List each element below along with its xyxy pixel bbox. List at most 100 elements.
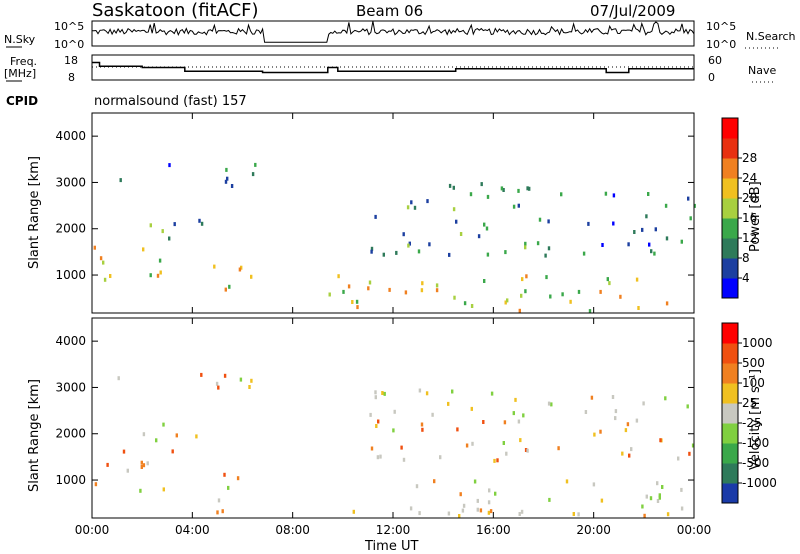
echo-cell — [409, 506, 413, 511]
echo-cell — [641, 227, 644, 232]
echo-cell — [680, 487, 683, 492]
echo-cell — [504, 300, 507, 305]
echo-cell — [408, 241, 411, 246]
echo-cell — [512, 204, 516, 209]
echo-cell — [173, 222, 176, 227]
colorbar-tick-label: 4 — [742, 271, 750, 285]
echo-cell — [251, 172, 255, 177]
echo-cell — [664, 203, 668, 208]
echo-cell — [200, 221, 204, 226]
echo-cell — [606, 277, 609, 282]
echo-cell — [686, 404, 689, 409]
echo-cell — [666, 512, 670, 517]
echo-cell — [236, 476, 240, 481]
echo-cell — [641, 504, 644, 509]
echo-cell — [447, 511, 451, 516]
echo-cell — [407, 243, 410, 248]
freq-tick-bottom: 8 — [68, 71, 75, 84]
echo-cell — [680, 239, 683, 244]
echo-cell — [520, 509, 524, 514]
colorbar-segment — [722, 363, 738, 384]
x-tick-label: 20:00 — [576, 523, 611, 537]
echo-cell — [139, 488, 142, 493]
echo-cell — [462, 503, 466, 508]
echo-cell — [647, 192, 650, 196]
echo-cell — [549, 294, 552, 299]
echo-cell — [159, 270, 162, 275]
echo-cell — [376, 455, 380, 460]
echo-cell — [140, 465, 143, 469]
echo-cell — [221, 509, 224, 514]
echo-cell — [637, 306, 640, 310]
echo-cell — [426, 199, 429, 204]
echo-cell — [658, 495, 661, 500]
colorbar-tick-label: -500 — [742, 456, 769, 470]
freq-line — [92, 61, 694, 74]
echo-cell — [250, 274, 253, 279]
colorbar-segment — [722, 238, 738, 259]
colorbar-tick-label: -100 — [742, 436, 769, 450]
echo-cell — [480, 182, 483, 187]
echo-cell — [377, 419, 380, 424]
colorbar-segment — [722, 138, 738, 159]
x-tick-label: 00:00 — [75, 523, 110, 537]
echo-cell — [142, 247, 145, 252]
echo-cell — [599, 289, 602, 294]
echo-cell — [374, 395, 377, 400]
echo-cell — [624, 428, 628, 433]
echo-cell — [550, 402, 553, 407]
echo-cell — [195, 434, 198, 439]
echo-cell — [337, 274, 340, 279]
echo-cell — [612, 221, 615, 226]
colorbar-segment — [722, 258, 738, 279]
echo-cell — [483, 222, 486, 227]
echo-cell — [383, 391, 386, 396]
echo-cell — [485, 226, 489, 231]
echo-cell — [99, 256, 103, 261]
echo-cell — [577, 512, 580, 517]
echo-cell — [171, 449, 174, 454]
echo-cell — [493, 458, 496, 463]
echo-cell — [140, 460, 143, 465]
echo-cell — [126, 468, 129, 473]
echo-cell — [448, 252, 451, 257]
echo-cell — [106, 462, 109, 467]
echo-cell — [645, 494, 648, 499]
echo-cell — [645, 214, 648, 219]
y-tick-label: 1000 — [55, 473, 86, 487]
colorbar-tick-label: 100 — [742, 376, 765, 390]
echo-cell — [455, 219, 458, 224]
echo-cell — [608, 281, 611, 286]
freq-unit-label: [MHz] — [4, 67, 37, 80]
echo-cell — [611, 395, 615, 399]
echo-cell — [536, 241, 540, 246]
echo-cell — [453, 295, 456, 300]
echo-cell — [569, 299, 572, 304]
echo-cell — [494, 491, 497, 496]
colorbar-tick-label: 20 — [742, 191, 757, 205]
x-tick-label: 00:00 — [677, 523, 712, 537]
y-tick-label: 1000 — [55, 268, 86, 282]
echo-cell — [476, 507, 479, 512]
echo-cell — [653, 251, 656, 256]
echo-cell — [146, 461, 149, 466]
colorbar-tick-label: -25 — [742, 416, 762, 430]
echo-cell — [528, 186, 531, 191]
echo-cell — [418, 388, 422, 393]
echo-cell — [158, 258, 162, 263]
colorbar-segment — [722, 463, 738, 484]
colorbar-tick-label: -1000 — [742, 476, 777, 490]
freq-label: Freq. — [10, 55, 38, 68]
echo-cell — [465, 443, 469, 448]
echo-cell — [489, 509, 493, 514]
echo-cell — [463, 301, 467, 306]
echo-cell — [688, 451, 691, 456]
echo-cell — [486, 252, 490, 257]
echo-cell — [654, 227, 657, 232]
echo-cell — [395, 250, 398, 255]
echo-cell — [633, 230, 636, 234]
echo-cell — [599, 429, 602, 434]
echo-cell — [517, 203, 520, 208]
echo-cell — [215, 381, 219, 386]
echo-cell — [502, 441, 505, 445]
